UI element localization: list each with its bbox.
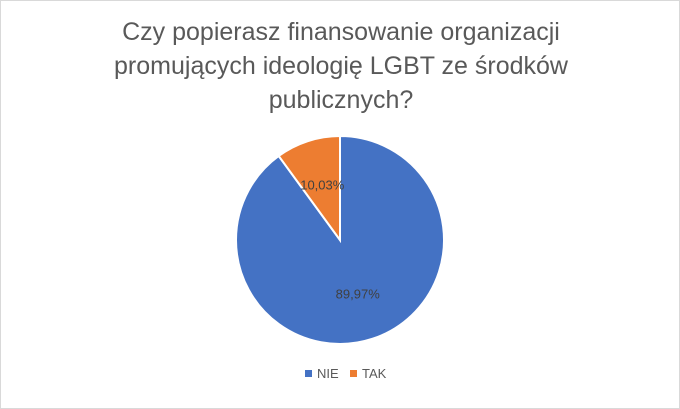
data-label-tak: 10,03% [300,178,345,193]
legend: NIE TAK [305,366,387,381]
data-label-nie: 89,97% [336,286,381,301]
legend-label-tak: TAK [362,366,387,381]
legend-label-nie: NIE [317,366,339,381]
chart-title: Czy popierasz finansowanie organizacji p… [114,18,568,114]
pie-slices [235,134,445,345]
pie-data-labels: 89,97% 10,03% [300,178,380,302]
legend-swatch-nie [305,370,312,377]
pie-slice-tak [277,134,341,244]
legend-swatch-tak [350,370,357,377]
